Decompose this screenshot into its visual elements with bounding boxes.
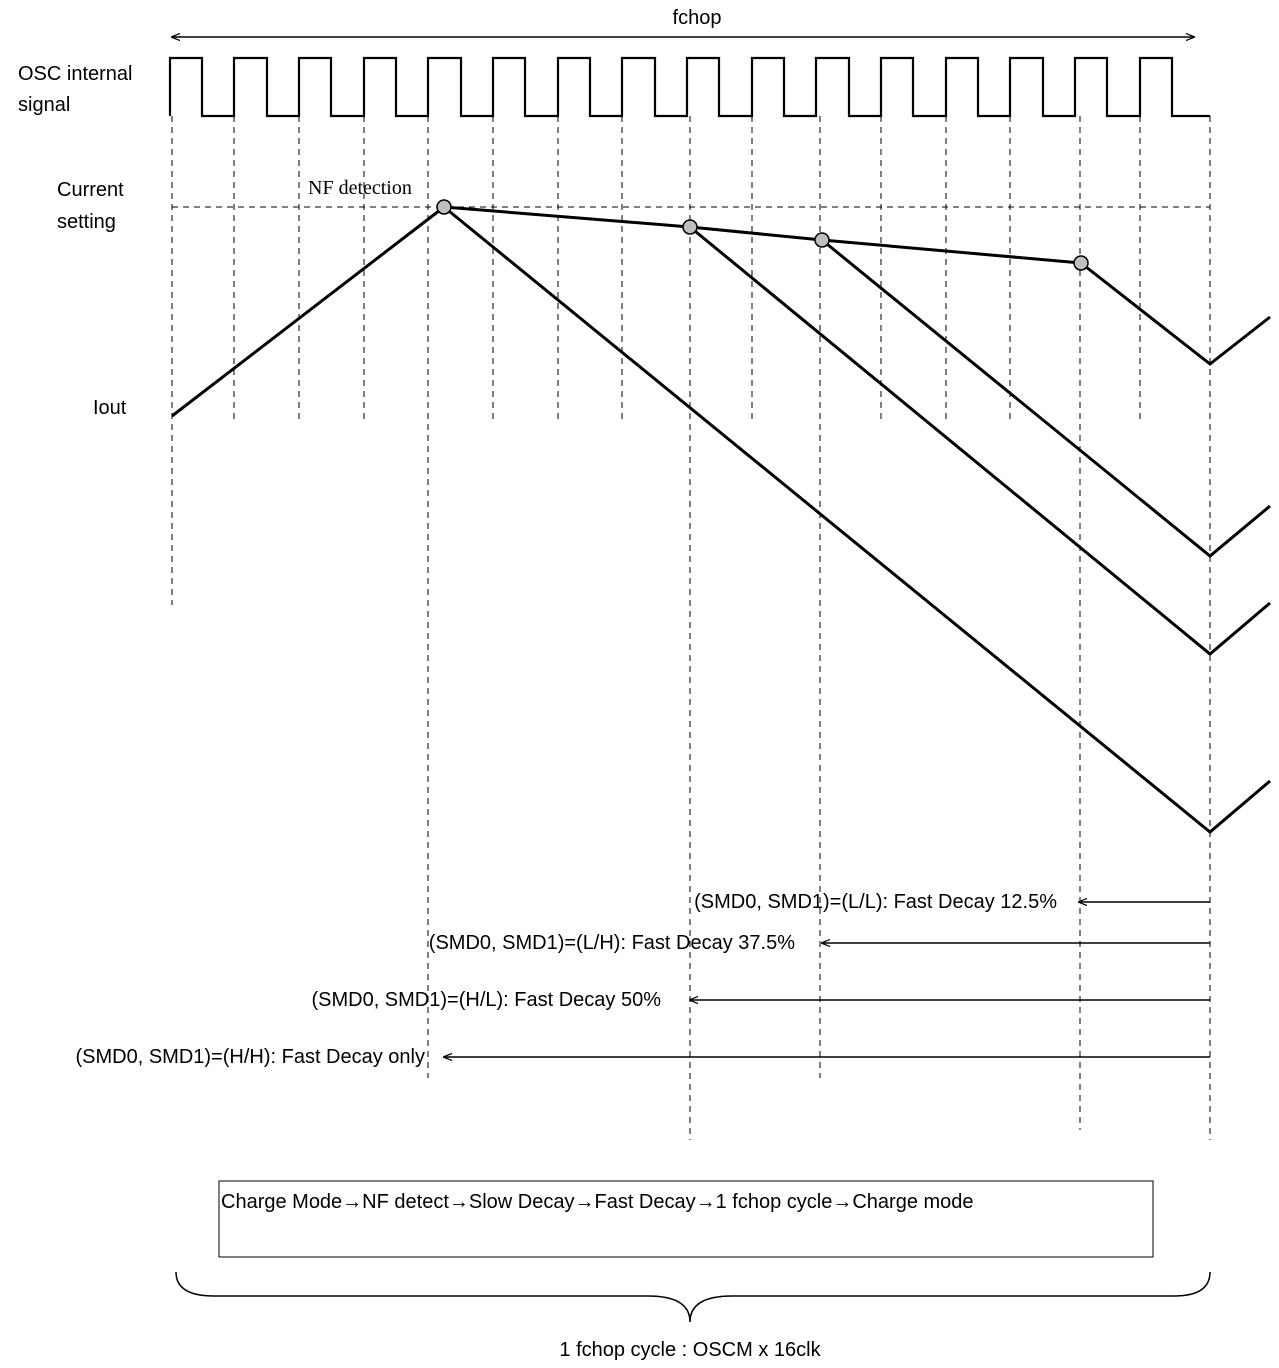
current-setting-label-line2: setting <box>57 211 116 233</box>
ll-transition-marker <box>1073 255 1089 271</box>
iout-lh-fast-decay <box>821 238 1271 558</box>
lh-transition-marker <box>814 232 830 248</box>
cycle-caption: 1 fchop cycle : OSCM x 16clk <box>559 1339 821 1361</box>
iout-waveforms <box>171 205 1271 834</box>
clock-edge-guides <box>233 116 1141 422</box>
mode-ll-label: (SMD0, SMD1)=(L/L): Fast Decay 12.5% <box>694 891 1057 913</box>
mode-hl-label: (SMD0, SMD1)=(H/L): Fast Decay 50% <box>311 989 661 1011</box>
sequence-box <box>218 1180 1154 1258</box>
osc-signal-label-line2: signal <box>18 94 70 116</box>
nf-detect-marker <box>436 199 452 215</box>
sequence-text: Charge Mode→NF detect→Slow Decay→Fast De… <box>221 1191 974 1213</box>
fchop-label: fchop <box>673 7 722 29</box>
current-setting-label-line1: Current <box>57 179 124 201</box>
cycle-brace <box>175 1271 1211 1323</box>
hl-transition-marker <box>682 219 698 235</box>
iout-charge-slope <box>171 205 445 418</box>
iout-hh-fast-decay-only <box>443 205 1271 834</box>
iout-hl-fast-decay <box>689 225 1271 656</box>
decay-transition-markers <box>436 199 1089 271</box>
iout-label: Iout <box>93 397 127 419</box>
event-guides <box>171 116 1211 1140</box>
iout-slow-decay-slope <box>443 205 1082 265</box>
mode-hh-label: (SMD0, SMD1)=(H/H): Fast Decay only <box>75 1046 425 1068</box>
mode-lh-label: (SMD0, SMD1)=(L/H): Fast Decay 37.5% <box>429 932 795 954</box>
iout-ll-fast-decay <box>1080 261 1271 366</box>
nf-detection-label: NF detection <box>308 177 412 199</box>
osc-clock-waveform <box>168 56 1210 118</box>
osc-signal-label-line1: OSC internal <box>18 63 133 85</box>
